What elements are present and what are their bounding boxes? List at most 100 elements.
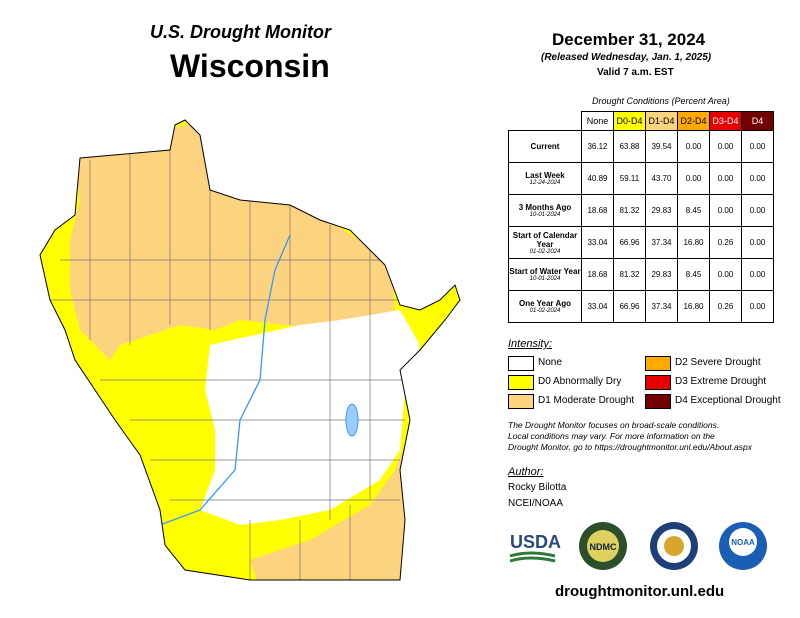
row: Start of Water Year 10-01-2024 18.68 81.32 2… — [508, 258, 774, 291]
table-caption: Drought Conditions (Percent Area) — [592, 96, 730, 106]
logos: USDA NDMC NOAA — [509, 522, 767, 570]
legend-label: D3 Extreme Drought — [675, 376, 767, 387]
cell: 8.45 — [677, 194, 710, 227]
cell: 0.00 — [709, 162, 742, 195]
note-line: Local conditions may vary. For more info… — [508, 431, 715, 441]
column-header: D0-D4 — [613, 111, 646, 131]
cell: 37.34 — [645, 290, 678, 323]
legend-label: D0 Abnormally Dry — [538, 376, 622, 387]
cell: 40.89 — [581, 162, 614, 195]
cell: 0.00 — [741, 162, 774, 195]
cell: 16.80 — [677, 290, 710, 323]
legend-label: D2 Severe Drought — [675, 357, 761, 368]
legend-swatch — [508, 375, 534, 390]
row-name: Last Week — [525, 171, 565, 180]
cell: 0.00 — [677, 162, 710, 195]
legend-swatch — [645, 394, 671, 409]
cell: 0.00 — [741, 130, 774, 163]
row-name: One Year Ago — [518, 299, 572, 308]
state: Wisconsin — [170, 48, 330, 84]
column-header: D4 — [741, 111, 774, 131]
legend-label: D4 Exceptional Drought — [675, 395, 781, 406]
column-header: D3-D4 — [709, 111, 742, 131]
row-name: Start of Water Year — [509, 267, 581, 276]
row-name: Start of Calendar Year — [512, 230, 578, 249]
cell: 0.00 — [709, 194, 742, 227]
cell: 66.96 — [613, 226, 646, 259]
url: droughtmonitor.unl.edu — [555, 583, 725, 600]
row-date: 01-02-2024 — [529, 308, 561, 314]
cell: 0.00 — [709, 130, 742, 163]
cell: 16.80 — [677, 226, 710, 259]
cell: 63.88 — [613, 130, 646, 163]
row: Last Week 12-24-2024 40.89 59.11 43.70 0.00 0.… — [508, 162, 774, 195]
note: The Drought Monitor focuses on broad-sca… — [508, 420, 752, 453]
cell: 0.00 — [677, 130, 710, 163]
row-date: 12-24-2024 — [529, 180, 561, 186]
cell: 33.04 — [581, 226, 614, 259]
column-header: D2-D4 — [677, 111, 710, 131]
row: One Year Ago 01-02-2024 33.04 66.96 37.34 16.… — [508, 290, 774, 323]
cell: 36.12 — [581, 130, 614, 163]
cell: 0.00 — [741, 290, 774, 323]
cell: 0.26 — [709, 226, 742, 259]
cell: 0.00 — [741, 194, 774, 227]
legend-label: D1 Moderate Drought — [538, 395, 635, 406]
cell: 43.70 — [645, 162, 678, 195]
cell: 29.83 — [645, 194, 678, 227]
legend-swatch — [645, 375, 671, 390]
row-name: 3 Months Ago — [518, 203, 572, 212]
cell: 0.00 — [741, 226, 774, 259]
row-date: 10-01-2024 — [529, 276, 561, 282]
valid: Valid 7 a.m. EST — [597, 67, 674, 78]
title: U.S. Drought Monitor — [150, 22, 331, 42]
cell: 59.11 — [613, 162, 646, 195]
cell: 0.26 — [709, 290, 742, 323]
cell: 39.54 — [645, 130, 678, 163]
column-header: None — [581, 111, 614, 131]
row: Current 36.12 63.88 39.54 0.00 0.00 0.00 — [508, 130, 774, 163]
cell: 66.96 — [613, 290, 646, 323]
cell: 18.68 — [581, 194, 614, 227]
column-header: D1-D4 — [645, 111, 678, 131]
cell: 8.45 — [677, 258, 710, 291]
author-title: Author: — [508, 466, 544, 478]
cell: 18.68 — [581, 258, 614, 291]
row-name: Current — [530, 142, 560, 151]
row-label: Last Week 12-24-2024 — [508, 162, 582, 195]
note-line: The Drought Monitor focuses on broad-sca… — [508, 420, 720, 430]
map — [39, 119, 461, 581]
row-label: Start of Calendar Year 01-02-2024 — [508, 226, 582, 259]
legend-swatch — [508, 356, 534, 371]
row-label: Current — [508, 130, 582, 163]
released: (Released Wednesday, Jan. 1, 2025) — [541, 52, 712, 63]
note-line: Drought Monitor, go to https://droughtmo… — [508, 442, 752, 452]
table: None D0-D4 D1-D4 D2-D4 D3-D4 D4 Current 36.12 63… — [508, 111, 774, 323]
legend-swatch — [508, 394, 534, 409]
logo-usda: USDA — [510, 532, 561, 552]
cell: 81.32 — [613, 194, 646, 227]
legend-label: None — [538, 357, 562, 368]
header-row: None D0-D4 D1-D4 D2-D4 D3-D4 D4 — [509, 111, 774, 131]
cell: 29.83 — [645, 258, 678, 291]
cell: 81.32 — [613, 258, 646, 291]
legend-swatch — [645, 356, 671, 371]
author-org: NCEI/NOAA — [508, 498, 564, 509]
row: Start of Calendar Year 01-02-2024 33.04 66.… — [508, 226, 774, 259]
row-date: 10-01-2024 — [529, 212, 561, 218]
row-label: One Year Ago 01-02-2024 — [508, 290, 582, 323]
cell: 0.00 — [741, 258, 774, 291]
author-name: Rocky Bilotta — [508, 482, 567, 493]
row-date: 01-02-2024 — [529, 248, 561, 255]
row-label: Start of Water Year 10-01-2024 — [508, 258, 582, 291]
legend-title: Intensity: — [508, 338, 553, 350]
cell: 0.00 — [709, 258, 742, 291]
logo-noaa: NOAA — [731, 538, 755, 547]
logo-ndmc: NDMC — [590, 542, 617, 552]
cell: 37.34 — [645, 226, 678, 259]
date: December 31, 2024 — [552, 30, 706, 49]
corner — [509, 112, 582, 131]
cell: 33.04 — [581, 290, 614, 323]
row: 3 Months Ago 10-01-2024 18.68 81.32 29.83 8.4… — [508, 194, 774, 227]
